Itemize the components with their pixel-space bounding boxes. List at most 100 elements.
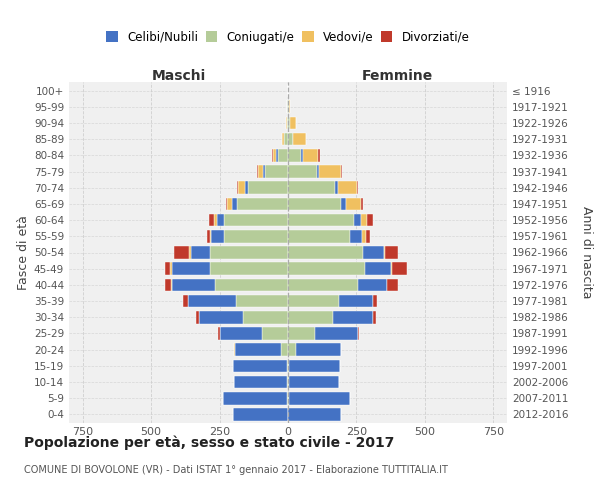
Bar xyxy=(289,392,350,404)
Bar xyxy=(278,149,288,162)
Bar xyxy=(257,165,259,178)
Bar xyxy=(243,311,288,324)
Bar xyxy=(288,230,350,242)
Bar xyxy=(385,246,398,259)
Bar xyxy=(288,262,365,275)
Bar xyxy=(224,230,288,242)
Bar xyxy=(365,262,391,275)
Bar xyxy=(362,230,366,242)
Bar xyxy=(245,182,248,194)
Bar xyxy=(366,230,370,242)
Bar xyxy=(191,246,210,259)
Bar xyxy=(248,182,288,194)
Bar xyxy=(210,262,288,275)
Bar xyxy=(296,344,341,356)
Bar xyxy=(209,214,214,226)
Bar xyxy=(361,198,363,210)
Bar xyxy=(358,278,386,291)
Bar xyxy=(165,262,170,275)
Bar xyxy=(288,360,289,372)
Bar xyxy=(199,311,243,324)
Bar xyxy=(234,376,287,388)
Bar xyxy=(287,392,288,404)
Bar xyxy=(288,116,290,130)
Bar xyxy=(233,360,287,372)
Bar xyxy=(288,182,335,194)
Text: COMUNE DI BOVOLONE (VR) - Dati ISTAT 1° gennaio 2017 - Elaborazione TUTTITALIA.I: COMUNE DI BOVOLONE (VR) - Dati ISTAT 1° … xyxy=(24,465,448,475)
Bar xyxy=(287,360,288,372)
Bar xyxy=(232,198,238,210)
Bar xyxy=(333,311,373,324)
Bar xyxy=(391,262,392,275)
Bar xyxy=(346,198,361,210)
Bar xyxy=(293,133,306,145)
Bar xyxy=(319,149,320,162)
Bar xyxy=(227,198,232,210)
Bar xyxy=(358,327,359,340)
Bar xyxy=(317,165,319,178)
Bar xyxy=(218,327,220,340)
Bar xyxy=(210,230,211,242)
Bar xyxy=(265,165,288,178)
Bar xyxy=(238,198,288,210)
Bar xyxy=(284,133,288,145)
Text: Popolazione per età, sesso e stato civile - 2017: Popolazione per età, sesso e stato civil… xyxy=(24,435,394,450)
Bar xyxy=(259,165,263,178)
Bar xyxy=(171,278,172,291)
Bar xyxy=(170,262,172,275)
Bar xyxy=(363,246,384,259)
Bar xyxy=(373,311,376,324)
Bar xyxy=(182,295,188,308)
Bar xyxy=(290,116,296,130)
Bar xyxy=(386,278,388,291)
Bar xyxy=(282,133,284,145)
Bar xyxy=(384,246,385,259)
Bar xyxy=(235,344,281,356)
Bar xyxy=(188,295,236,308)
Bar xyxy=(166,278,171,291)
Bar xyxy=(286,116,287,130)
Bar xyxy=(288,278,358,291)
Bar xyxy=(211,230,224,242)
Bar xyxy=(263,165,265,178)
Bar xyxy=(224,214,288,226)
Bar xyxy=(288,246,363,259)
Bar xyxy=(288,295,338,308)
Bar xyxy=(223,392,287,404)
Bar xyxy=(288,392,289,404)
Bar xyxy=(272,149,274,162)
Bar xyxy=(288,376,289,388)
Bar xyxy=(354,214,361,226)
Bar xyxy=(210,246,288,259)
Text: Femmine: Femmine xyxy=(362,70,433,84)
Bar xyxy=(214,214,217,226)
Bar xyxy=(190,246,191,259)
Bar xyxy=(220,327,262,340)
Bar xyxy=(350,230,362,242)
Bar xyxy=(288,344,296,356)
Bar xyxy=(274,149,276,162)
Bar xyxy=(289,376,340,388)
Bar xyxy=(341,165,342,178)
Bar xyxy=(288,165,317,178)
Bar xyxy=(289,360,340,372)
Bar xyxy=(288,149,301,162)
Bar xyxy=(361,214,367,226)
Bar xyxy=(338,295,373,308)
Bar xyxy=(215,278,288,291)
Bar xyxy=(392,262,407,275)
Bar xyxy=(281,344,288,356)
Bar xyxy=(172,278,215,291)
Text: Maschi: Maschi xyxy=(151,70,206,84)
Bar xyxy=(302,149,319,162)
Bar xyxy=(196,311,199,324)
Bar xyxy=(289,100,290,113)
Bar xyxy=(217,214,224,226)
Bar xyxy=(233,408,288,420)
Bar xyxy=(288,311,333,324)
Bar xyxy=(175,246,190,259)
Y-axis label: Anni di nascita: Anni di nascita xyxy=(580,206,593,298)
Bar xyxy=(276,149,278,162)
Bar xyxy=(367,214,373,226)
Bar xyxy=(262,327,288,340)
